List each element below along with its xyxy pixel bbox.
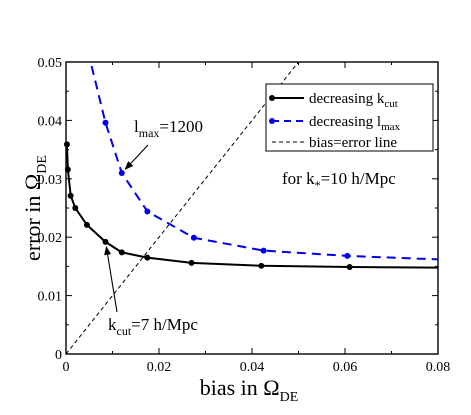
series-bias-line xyxy=(66,62,299,354)
series-kcut-point xyxy=(67,192,74,199)
y-tick-label: 0.01 xyxy=(38,290,63,305)
series-lmax-point xyxy=(190,234,197,241)
legend-label-lmax: decreasing l xyxy=(309,114,381,130)
y-tick-label: 0.02 xyxy=(38,231,63,246)
annotation-lmax-arrowhead xyxy=(124,161,134,171)
series-lmax-point xyxy=(102,119,109,126)
svg-text:kcut=7 h/Mpc: kcut=7 h/Mpc xyxy=(108,315,198,338)
series-kcut-point xyxy=(102,238,109,245)
legend-label-kcut: decreasing k xyxy=(309,91,385,107)
x-axis-title-sub: DE xyxy=(280,390,299,405)
series-kcut-point xyxy=(188,259,195,266)
x-tick-label: 0.08 xyxy=(426,360,451,375)
y-axis-title: error in ΩDE xyxy=(20,155,50,261)
svg-text:error in ΩDE: error in ΩDE xyxy=(20,155,50,261)
legend-marker-lmax xyxy=(269,118,275,124)
annotation-lmax-rest: =1200 xyxy=(159,117,203,136)
series-kcut-point xyxy=(258,262,265,269)
series-kcut-point xyxy=(118,249,125,256)
series-lmax-point xyxy=(344,252,351,259)
svg-text:bias in ΩDE: bias in ΩDE xyxy=(200,375,299,405)
y-tick-label: 0.05 xyxy=(38,56,63,71)
series-kcut-point xyxy=(346,263,353,270)
series-kcut-point xyxy=(64,166,71,173)
x-axis-title-main: bias in Ω xyxy=(200,375,280,400)
annotation-kstar-rest: =10 h/Mpc xyxy=(321,169,397,188)
series-lmax-point xyxy=(144,208,151,215)
annotation-kstar-main: for k xyxy=(282,169,315,188)
annotation-lmax-sub: max xyxy=(139,126,160,140)
series-kcut-point xyxy=(83,221,90,228)
x-tick-label: 0.02 xyxy=(147,360,172,375)
series-lmax-line xyxy=(90,65,438,261)
series-kcut-line xyxy=(66,144,438,269)
y-tick-label: 0.04 xyxy=(38,114,63,129)
x-tick-label: 0.04 xyxy=(240,360,265,375)
svg-text:for k*=10 h/Mpc: for k*=10 h/Mpc xyxy=(282,169,396,192)
annotation-kcut-main: k xyxy=(108,315,117,334)
annotation-kstar-sub: * xyxy=(315,178,321,192)
legend: decreasing kcut decreasing lmax bias=err… xyxy=(265,83,434,152)
y-tick-label: 0 xyxy=(55,348,62,363)
annotation-lmax-main: l xyxy=(134,117,139,136)
legend-marker-kcut xyxy=(269,95,275,101)
y-axis-title-sub: DE xyxy=(35,155,50,174)
y-tick-label: 0.03 xyxy=(38,173,63,188)
x-tick-label: 0 xyxy=(63,360,70,375)
legend-label-bias: bias=error line xyxy=(309,135,397,151)
x-axis-title: bias in ΩDE xyxy=(200,375,299,405)
annotation-kcut-rest: =7 h/Mpc xyxy=(131,315,198,334)
tick-layer: 0 0.02 0.04 0.06 0.08 0 0.01 0.02 0.03 0.04 0.05 xyxy=(38,56,451,375)
annotation-kcut-arrow xyxy=(107,254,118,313)
annotation-kcut-sub: cut xyxy=(117,324,132,338)
annotation-kcut-arrowhead xyxy=(104,245,112,256)
annotations: lmax=1200 kcut=7 h/Mpc for k*=10 h/Mpc xyxy=(104,117,396,338)
series-lmax-point xyxy=(118,169,125,176)
y-axis-title-main: error in Ω xyxy=(20,174,45,261)
series-kcut-point xyxy=(72,205,79,211)
series-kcut-point xyxy=(63,141,70,148)
legend-label-lmax-sub: max xyxy=(381,121,400,133)
plot-area: 0 0.02 0.04 0.06 0.08 0 0.01 0.02 0.03 0.04 0.05 xyxy=(38,56,451,375)
series-layer xyxy=(63,62,438,354)
legend-label-kcut-sub: cut xyxy=(384,98,397,110)
svg-text:lmax=1200: lmax=1200 xyxy=(134,117,203,140)
legend-box xyxy=(265,83,434,152)
svg-text:decreasing lmax: decreasing lmax xyxy=(309,114,401,133)
x-tick-label: 0.06 xyxy=(333,360,358,375)
series-lmax-point xyxy=(260,247,267,254)
series-kcut-point xyxy=(144,254,151,261)
svg-text:decreasing kcut: decreasing kcut xyxy=(309,91,398,110)
annotation-lmax-arrow xyxy=(130,144,149,164)
